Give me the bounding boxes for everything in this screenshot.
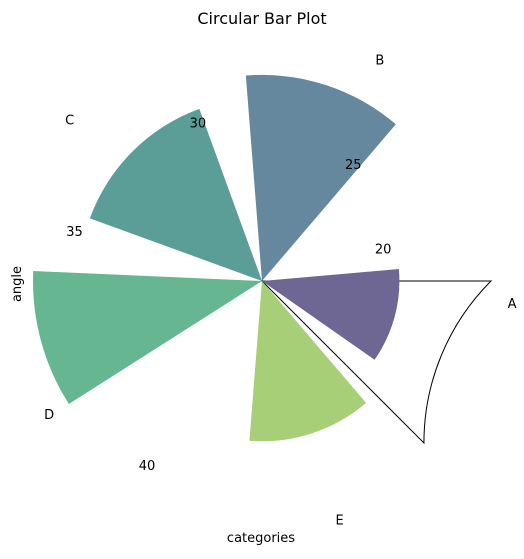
x-axis-label: categories [227, 531, 295, 546]
radial-tick-labels: 20 25 30 35 40 [66, 116, 391, 474]
radial-tick-label-40: 40 [139, 459, 156, 474]
category-tick-label-e: E [335, 514, 343, 529]
radial-tick-label-20: 20 [375, 243, 392, 258]
bar-c [89, 108, 262, 281]
bar-b [245, 74, 396, 281]
polar-frame [260, 280, 493, 445]
chart-title: Circular Bar Plot [197, 9, 326, 28]
category-tick-labels: A B C D E [44, 53, 516, 528]
radial-tick-label-30: 30 [190, 116, 207, 131]
category-tick-label-a: A [508, 297, 517, 312]
category-tick-label-c: C [65, 114, 74, 129]
y-axis-label: angle [10, 266, 25, 302]
category-tick-label-d: D [44, 408, 54, 423]
radial-tick-label-35: 35 [66, 225, 83, 240]
bars-layer [33, 74, 400, 442]
radial-tick-label-25: 25 [345, 158, 362, 173]
polar-wedge-outline [260, 280, 493, 445]
bar-d [33, 271, 262, 405]
bar-a [262, 269, 400, 360]
category-tick-label-b: B [375, 53, 384, 68]
bar-e [249, 281, 367, 442]
